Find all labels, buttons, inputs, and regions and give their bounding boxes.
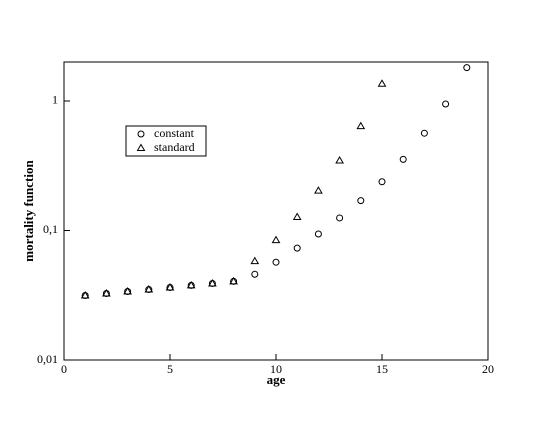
data-point [336, 214, 344, 222]
x-tick-label: 20 [482, 362, 494, 376]
data-point [378, 178, 386, 186]
x-tick-label: 0 [61, 362, 67, 376]
legend-label: standard [154, 140, 195, 154]
data-point [292, 212, 302, 221]
data-point [251, 270, 259, 278]
y-tick-label: 1 [52, 93, 58, 107]
data-point [335, 156, 344, 164]
y-tick-label: 0,1 [43, 222, 58, 236]
data-point [314, 186, 323, 194]
data-point [144, 285, 154, 293]
data-point [186, 280, 196, 289]
data-point [357, 197, 365, 205]
data-point [356, 121, 366, 130]
data-point [293, 244, 301, 252]
data-point [272, 258, 280, 266]
data-point [208, 278, 217, 287]
data-point [442, 100, 450, 108]
x-tick-label: 5 [167, 362, 173, 376]
data-point [314, 230, 322, 238]
data-point [399, 155, 407, 163]
data-point [420, 129, 428, 137]
data-point [271, 235, 281, 244]
data-point [463, 64, 471, 72]
data-point [102, 289, 111, 297]
data-point [250, 256, 260, 265]
data-point [165, 282, 175, 291]
legend-marker [137, 130, 145, 138]
x-tick-label: 10 [270, 362, 282, 376]
y-tick-label: 0,01 [37, 352, 58, 366]
x-tick-label: 15 [376, 362, 388, 376]
legend-label: constant [154, 126, 195, 140]
data-point [80, 290, 90, 299]
data-point [377, 79, 387, 87]
legend-box [125, 125, 207, 157]
data-point [229, 276, 238, 285]
plot-frame [63, 61, 489, 361]
y-axis-title: mortality function [21, 160, 36, 262]
x-axis-title: age [267, 372, 286, 387]
legend-marker [136, 143, 146, 151]
data-point [123, 287, 132, 295]
